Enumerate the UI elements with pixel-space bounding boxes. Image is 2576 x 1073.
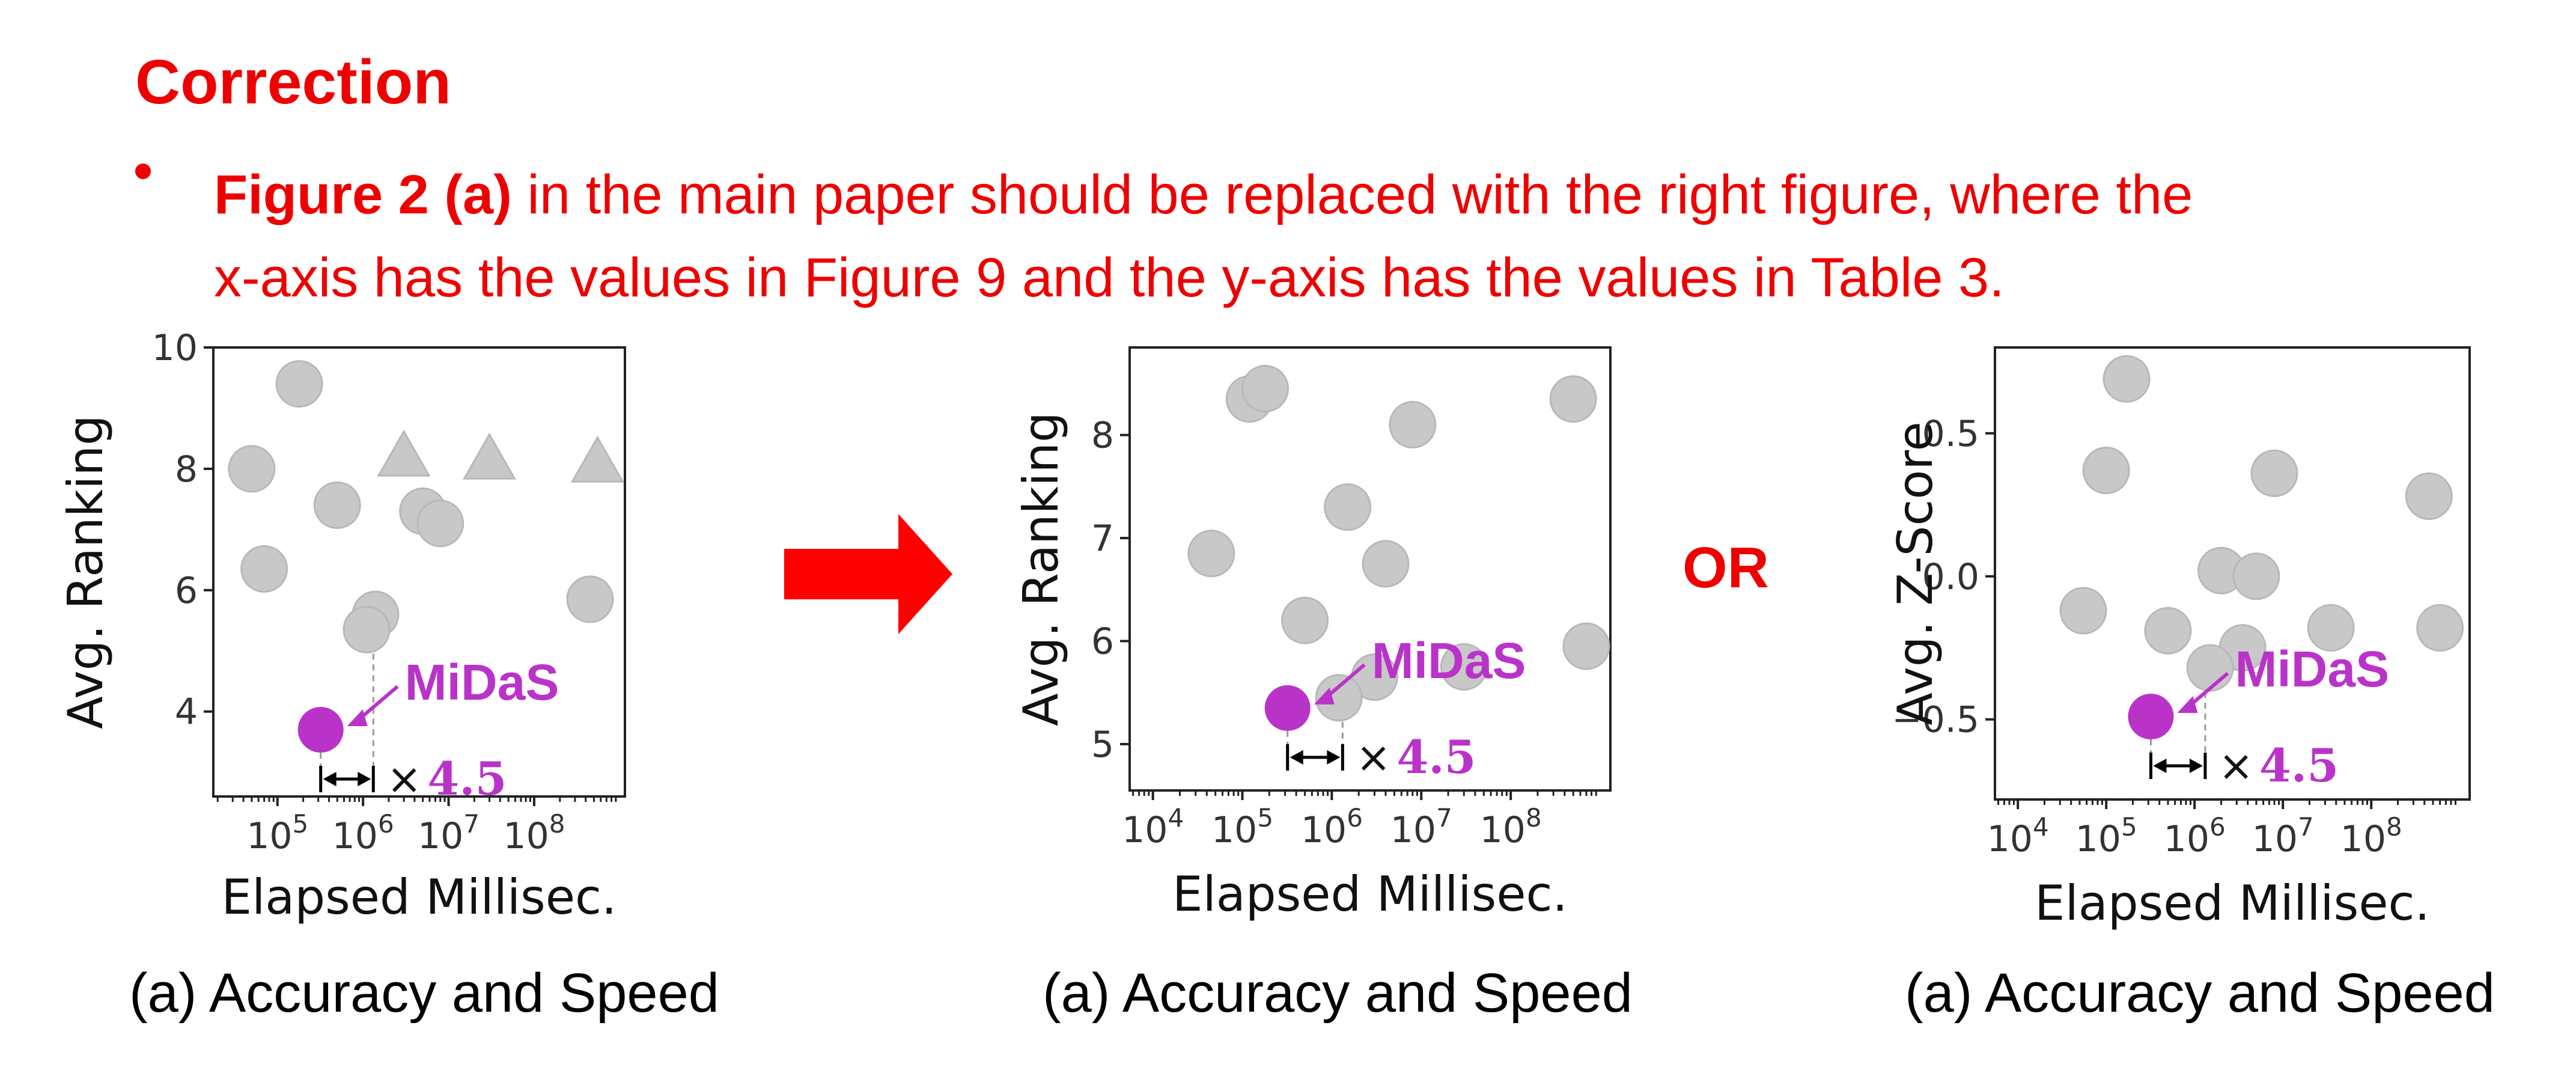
midas-label: MiDaS [405, 654, 559, 711]
or-label: OR [1682, 536, 1769, 600]
bullet-line-2: x-axis has the values in Figure 9 and th… [214, 247, 2005, 308]
scatter-point [1281, 596, 1329, 644]
speedup-symbol: × [2218, 741, 2254, 790]
x-tick-label: 106 [1301, 803, 1363, 851]
scatter-point [566, 575, 614, 623]
scatter-point [1362, 540, 1410, 588]
midas-point [2128, 693, 2174, 739]
bullet-text: Figure 2 (a) in the main paper should be… [214, 153, 2473, 319]
scatter-point [228, 445, 276, 493]
scatter-point [240, 545, 288, 593]
y-tick-label: 6 [175, 570, 198, 612]
bracket-arrowhead-left [1290, 750, 1303, 765]
x-tick-label: 107 [2252, 812, 2314, 860]
x-axis-label: Elapsed Millisec. [2035, 875, 2430, 931]
scatter-point [1324, 483, 1372, 531]
bracket-arrowhead-right [1327, 750, 1341, 765]
scatter-point [1549, 375, 1597, 423]
slide-heading: Correction [135, 47, 451, 117]
scatter-point [2186, 644, 2234, 692]
bullet-dot [135, 164, 151, 179]
x-tick-label: 104 [1122, 803, 1184, 851]
x-axis-label: Elapsed Millisec. [1172, 866, 1568, 922]
bracket-arrowhead-left [323, 771, 336, 786]
triangle-point [377, 429, 431, 477]
scatter-point [313, 481, 361, 529]
y-tick-label: 0.0 [1922, 556, 1979, 598]
scatter-point [1241, 365, 1290, 413]
scatter-point [2307, 604, 2355, 652]
scatter-point [1315, 674, 1363, 722]
y-tick-label: 8 [1091, 415, 1114, 457]
scatter-point [2103, 355, 2151, 403]
midas-pointer-head [2177, 695, 2198, 713]
bracket-arrowhead-right [2189, 758, 2203, 773]
y-axis-label: Avg. Ranking [1013, 412, 1069, 726]
x-tick-label: 108 [1480, 803, 1542, 851]
x-tick-label: 105 [1211, 803, 1273, 851]
x-axis-label: Elapsed Millisec. [222, 869, 617, 925]
y-tick-label: 10 [152, 327, 198, 369]
caption-chart-2: (a) Accuracy and Speed [1043, 962, 1633, 1024]
scatter-point [2059, 587, 2107, 635]
midas-point [297, 706, 344, 753]
speedup-value: 4.5 [427, 752, 507, 806]
scatter-point [1187, 530, 1235, 578]
scatter-point [2416, 604, 2464, 652]
x-tick-label: 107 [418, 809, 480, 857]
speedup-value: 4.5 [2259, 739, 2339, 792]
bullet-line-1: in the main paper should be replaced wit… [511, 164, 2193, 225]
x-tick-label: 107 [1390, 803, 1452, 851]
bracket-arrowhead-right [358, 771, 371, 786]
scatter-point [2405, 472, 2453, 520]
x-tick-label: 106 [332, 809, 394, 857]
speedup-value: 4.5 [1396, 730, 1476, 784]
caption-chart-3: (a) Accuracy and Speed [1905, 962, 2495, 1024]
scatter-point [1440, 643, 1488, 691]
x-tick-label: 108 [2340, 812, 2402, 860]
plot-frame [212, 346, 626, 798]
scatter-point [343, 605, 391, 653]
midas-pointer-head [1314, 687, 1335, 705]
y-tick-label: 8 [175, 448, 198, 491]
scatter-point [2232, 552, 2280, 601]
scatter-point [2082, 447, 2130, 495]
x-tick-label: 104 [1987, 812, 2049, 860]
y-tick-label: 6 [1091, 620, 1114, 662]
bracket-arrowhead-left [2153, 758, 2167, 773]
plot-frame [1128, 346, 1612, 792]
x-tick-label: 105 [2075, 812, 2137, 860]
caption-chart-1: (a) Accuracy and Speed [129, 962, 719, 1024]
speedup-symbol: × [1356, 733, 1391, 782]
y-tick-label: 0.5 [1922, 413, 1979, 455]
y-axis-label: Avg. Ranking [58, 415, 114, 729]
y-tick-label: 7 [1091, 518, 1114, 560]
midas-label: MiDaS [2235, 641, 2389, 697]
speedup-symbol: × [386, 754, 422, 804]
midas-pointer-head [347, 709, 368, 726]
scatter-point [2144, 607, 2192, 655]
scatter-point [1389, 401, 1437, 449]
triangle-point [570, 435, 624, 483]
y-tick-label: 5 [1091, 724, 1114, 766]
plot-frame [1994, 346, 2471, 801]
midas-point [1264, 685, 1311, 731]
scatter-point [1562, 622, 1610, 670]
midas-label: MiDaS [1372, 632, 1526, 689]
x-tick-label: 108 [503, 809, 565, 857]
right-arrow-icon [784, 514, 952, 634]
scatter-point [416, 500, 464, 548]
y-tick-label: −0.5 [1892, 699, 1979, 741]
bullet-bold-text: Figure 2 (a) [214, 164, 512, 225]
x-tick-label: 106 [2164, 812, 2226, 860]
triangle-point [462, 432, 517, 480]
y-axis-label: Avg. Z-Score [1887, 421, 1943, 725]
y-tick-label: 4 [175, 691, 198, 733]
scatter-point [2250, 449, 2298, 497]
scatter-point [275, 360, 323, 408]
x-tick-label: 105 [246, 809, 308, 857]
